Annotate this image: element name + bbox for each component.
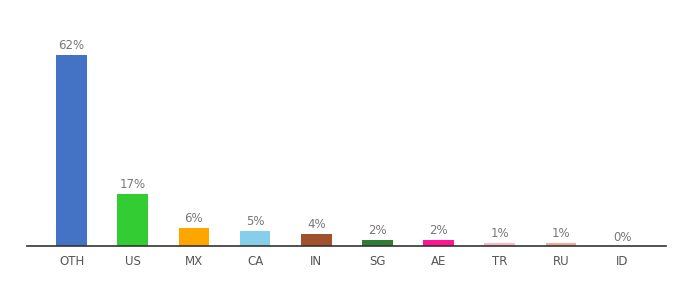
Text: 5%: 5%: [245, 215, 265, 228]
Text: 2%: 2%: [429, 224, 448, 237]
Text: 62%: 62%: [58, 39, 84, 52]
Text: 1%: 1%: [490, 227, 509, 241]
Text: 0%: 0%: [613, 230, 631, 244]
Bar: [118, 194, 148, 246]
Text: 2%: 2%: [368, 224, 387, 237]
Bar: [545, 243, 576, 246]
Bar: [484, 243, 515, 246]
Text: 6%: 6%: [184, 212, 203, 225]
Bar: [56, 55, 87, 246]
Bar: [423, 240, 454, 246]
Bar: [362, 240, 392, 246]
Bar: [179, 227, 209, 246]
Text: 4%: 4%: [307, 218, 326, 231]
Text: 1%: 1%: [551, 227, 571, 241]
Text: 17%: 17%: [120, 178, 146, 191]
Bar: [240, 231, 271, 246]
Bar: [301, 234, 332, 246]
